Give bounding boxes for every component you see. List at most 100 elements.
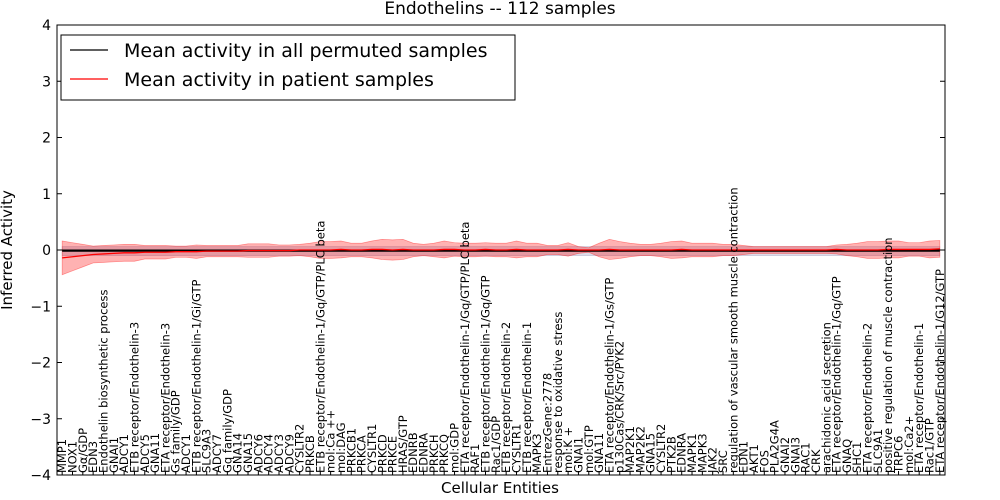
legend: Mean activity in all permuted samples Me… [60, 34, 516, 101]
x-tick-label: GNA15 [241, 433, 255, 473]
legend-label-patient: Mean activity in patient samples [124, 69, 434, 91]
x-tick-label: MAPK3 [530, 433, 544, 473]
x-tick-label: PRKCB [303, 435, 317, 473]
y-tick-label: 3 [42, 74, 51, 90]
x-tick-label: Gq family/GDP [220, 389, 234, 473]
series-lines [62, 248, 940, 259]
x-tick-label: CYSLTR1 [509, 424, 523, 473]
x-tick-label: RAC1 [799, 442, 813, 473]
x-tick-label: Rac1/GDP [489, 416, 503, 473]
y-axis-ticks: −4 −3 −2 −1 0 1 2 3 4 [30, 18, 945, 484]
x-tick-label: CYSLTR2 [293, 424, 307, 473]
x-tick-label: ETA receptor/Endothelin-1 [912, 323, 926, 473]
x-tick-label: Gα/GDP [76, 428, 90, 473]
x-tick-label: EDN1 [737, 441, 751, 473]
x-tick-label: TRPC6 [892, 436, 906, 474]
x-tick-label: p130Cas/CRK/Src/PYK2 [613, 341, 627, 473]
x-tick-label: ADCY5 [138, 434, 152, 473]
x-tick-label: MAPK3 [695, 433, 709, 473]
x-tick-label: GNA14 [231, 433, 245, 473]
x-tick-label: NOX1 [65, 441, 79, 473]
x-tick-label: mol:K + [561, 427, 575, 473]
x-tick-label: mol:DAG [334, 422, 348, 473]
x-tick-label: mol:GTP [582, 425, 596, 473]
y-tick-label: 2 [42, 131, 51, 147]
x-tick-label: Gs family/GDP [169, 390, 183, 473]
x-tick-label: PRKCE [386, 436, 400, 473]
x-tick-label: GNAI1 [571, 437, 585, 473]
x-tick-label: SLC9A3 [200, 429, 214, 473]
y-tick-label: −3 [30, 412, 51, 428]
series-line-1 [62, 248, 940, 259]
y-tick-label: −1 [30, 299, 51, 315]
x-tick-label: ETA receptor/Endothelin-1/Gq/GTP [830, 276, 844, 473]
x-tick-label: ETB receptor/Endothelin-1 [520, 322, 534, 473]
x-tick-label: PLA2G4A [768, 420, 782, 473]
x-tick-label: Endothelin biosynthetic process [96, 290, 110, 473]
x-tick-label: GNAQ [840, 439, 854, 473]
x-tick-label: GNA11 [148, 433, 162, 473]
x-tick-label: CYSLTR2 [654, 424, 668, 473]
x-tick-label: ETA receptor/Endothelin-2 [861, 323, 875, 473]
y-tick-label: 0 [42, 243, 51, 259]
x-tick-label: MAP2K1 [623, 426, 637, 473]
x-tick-label: CYSLTR1 [365, 424, 379, 473]
chart-title: Endothelins -- 112 samples [384, 0, 615, 19]
x-tick-label: RAF1 [468, 444, 482, 473]
y-tick-label: 4 [42, 18, 51, 34]
x-tick-label: PTK2B [664, 436, 678, 473]
x-tick-label: ADCY3 [272, 434, 286, 473]
x-tick-label: ETA receptor/Endothelin-3 [158, 323, 172, 473]
series-band-1 [61, 238, 941, 276]
x-tick-label: HRAS/GTP [396, 415, 410, 473]
x-tick-label: GNAI1 [107, 437, 121, 473]
x-tick-label: arachidonic acid secretion [819, 322, 833, 473]
x-tick-label: GNA11 [592, 433, 606, 473]
x-tick-label: ETB receptor/Endothelin-1/Gi/GTP [189, 279, 203, 473]
x-tick-label: ETA receptor/Endothelin-1/Gq/GTP/PLC bet… [458, 222, 472, 473]
x-tick-label: JAK2 [706, 447, 720, 474]
x-tick-label: EDNRA [417, 433, 431, 473]
x-tick-label: ADCY4 [262, 434, 276, 473]
x-tick-label: EDNRA [675, 433, 689, 473]
x-tick-label: CRK [809, 449, 823, 473]
x-tick-label: ETA receptor/Endothelin-1/Gs/GTP [602, 278, 616, 473]
x-tick-label: SLC9A1 [871, 429, 885, 473]
x-tick-label: EntrezGene:2778 [540, 373, 554, 473]
x-tick-label: MAPK1 [685, 433, 699, 473]
x-tick-label: GNAI3 [788, 437, 802, 473]
x-tick-label: ETB receptor/Endothelin-1/Gq/GTP [479, 275, 493, 473]
x-tick-label: PRKCD [375, 434, 389, 473]
x-tick-label: mol:GDP [448, 423, 462, 473]
x-tick-label: ETB receptor/Endothelin-1/Gq/GTP/PLC bet… [313, 221, 327, 473]
x-tick-label: ETB receptor/Endothelin-3 [127, 322, 141, 473]
x-tick-label: EDN3 [86, 441, 100, 473]
y-axis-label: Inferred Activity [0, 190, 16, 310]
legend-box [60, 34, 516, 101]
legend-label-permuted: Mean activity in all permuted samples [124, 40, 487, 62]
x-tick-label: FOS [757, 450, 771, 473]
x-tick-label: MAP2K2 [633, 426, 647, 473]
x-tick-label: mol:Ca ++ [324, 410, 338, 473]
y-tick-label: −4 [30, 468, 51, 484]
x-tick-label: PRKCH [427, 434, 441, 473]
x-tick-label: Rac1/GTP [923, 418, 937, 473]
x-tick-label: GNAI2 [778, 437, 792, 473]
x-tick-label: mol:Ca2+ [902, 416, 916, 473]
y-tick-label: 1 [42, 187, 51, 203]
x-tick-label: PRKCA [355, 435, 369, 473]
x-tick-label: ADCY9 [282, 434, 296, 473]
x-tick-label: ADCY7 [210, 434, 224, 473]
confidence-bands [61, 238, 941, 276]
x-tick-label: PRKCB1 [344, 428, 358, 473]
x-axis-label: Cellular Entities [441, 479, 559, 497]
x-tick-label: positive regulation of muscle contractio… [881, 237, 895, 473]
x-tick-label: ADCY1 [179, 434, 193, 473]
x-tick-label: SRC [716, 450, 730, 473]
x-tick-label: EDNRB [406, 432, 420, 473]
x-tick-label: SHC1 [850, 442, 864, 473]
x-tick-label: response to oxidative stress [551, 312, 565, 473]
x-tick-label: AKT1 [747, 444, 761, 473]
